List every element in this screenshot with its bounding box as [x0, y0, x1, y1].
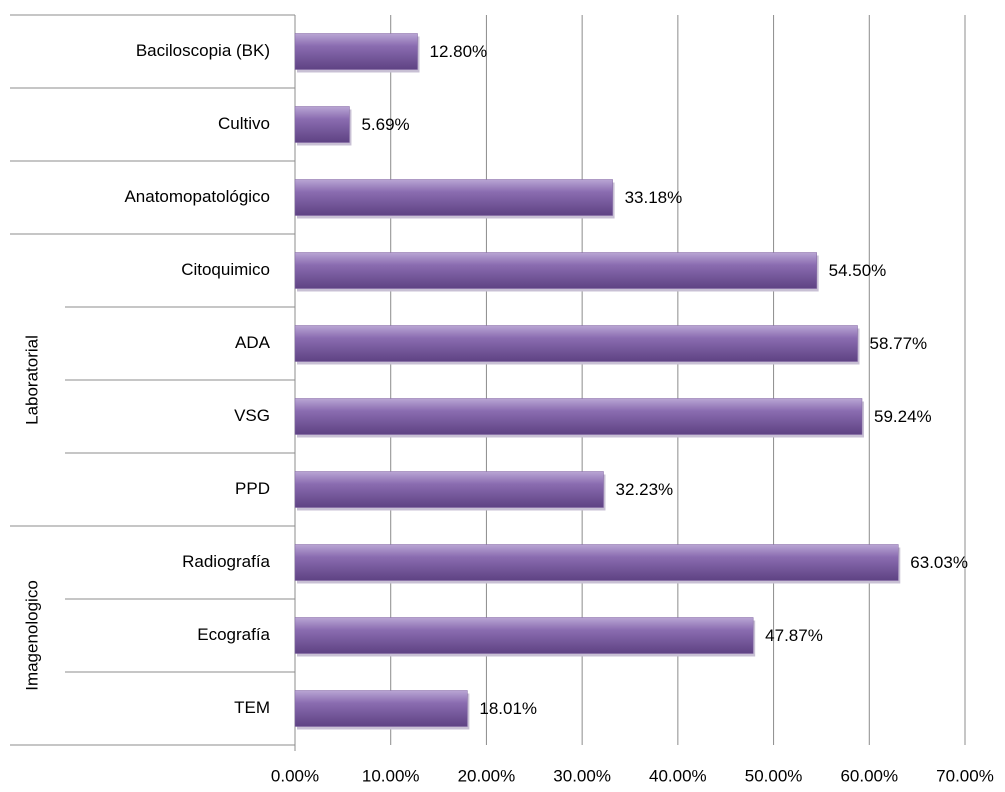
- bar: [294, 33, 418, 70]
- value-label: 47.87%: [765, 626, 823, 645]
- value-label: 54.50%: [829, 261, 887, 280]
- y-tick-label: Radiografía: [182, 552, 270, 571]
- x-tick-label: 50.00%: [745, 766, 803, 785]
- bar: [294, 179, 613, 216]
- bar: [294, 471, 604, 508]
- x-tick-label: 10.00%: [362, 766, 420, 785]
- y-tick-label: ADA: [235, 333, 271, 352]
- value-label: 63.03%: [910, 553, 968, 572]
- bar: [294, 325, 858, 362]
- y-tick-label: PPD: [235, 479, 270, 498]
- y-tick-label: Ecografía: [197, 625, 270, 644]
- x-tick-label: 30.00%: [553, 766, 611, 785]
- value-label: 59.24%: [874, 407, 932, 426]
- value-label: 18.01%: [479, 699, 537, 718]
- bar: [294, 106, 350, 143]
- group-label: Laboratorial: [22, 335, 41, 425]
- y-tick-label: Anatomopatológico: [124, 187, 270, 206]
- value-label: 33.18%: [625, 188, 683, 207]
- x-tick-label: 70.00%: [936, 766, 994, 785]
- bar: [294, 252, 817, 289]
- value-label: 32.23%: [615, 480, 673, 499]
- value-label: 58.77%: [870, 334, 928, 353]
- bar: [294, 617, 754, 654]
- x-tick-label: 60.00%: [840, 766, 898, 785]
- group-label: Imagenologico: [22, 580, 41, 691]
- y-tick-label: Cultivo: [218, 114, 270, 133]
- bar: [294, 398, 863, 435]
- y-tick-label: Baciloscopia (BK): [136, 41, 270, 60]
- x-tick-label: 20.00%: [458, 766, 516, 785]
- value-label: 5.69%: [361, 115, 409, 134]
- bar: [294, 544, 899, 581]
- y-tick-label: VSG: [234, 406, 270, 425]
- bar: [294, 690, 468, 727]
- x-tick-label: 40.00%: [649, 766, 707, 785]
- x-tick-label: 0.00%: [271, 766, 319, 785]
- y-tick-label: TEM: [234, 698, 270, 717]
- value-label: 12.80%: [430, 42, 488, 61]
- y-tick-label: Citoquimico: [181, 260, 270, 279]
